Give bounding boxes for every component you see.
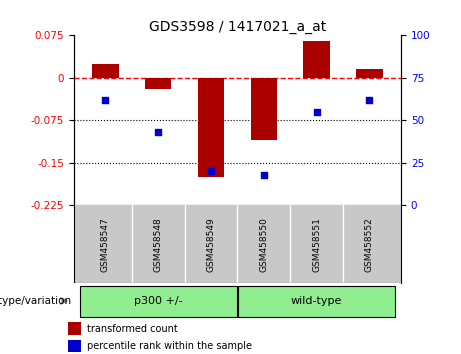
Bar bbox=[80, 286, 237, 317]
Text: genotype/variation: genotype/variation bbox=[0, 296, 71, 306]
Text: GSM458547: GSM458547 bbox=[101, 217, 110, 272]
Bar bbox=[303, 41, 330, 78]
Point bbox=[154, 130, 162, 135]
Bar bbox=[92, 64, 118, 78]
Text: GSM458549: GSM458549 bbox=[207, 217, 216, 272]
Bar bbox=[68, 322, 81, 335]
Text: GSM458551: GSM458551 bbox=[312, 217, 321, 272]
Title: GDS3598 / 1417021_a_at: GDS3598 / 1417021_a_at bbox=[149, 21, 326, 34]
Bar bbox=[356, 69, 383, 78]
Point bbox=[102, 97, 109, 103]
Text: GSM458552: GSM458552 bbox=[365, 217, 374, 272]
Text: GSM458550: GSM458550 bbox=[259, 217, 268, 272]
Point bbox=[313, 109, 320, 115]
Text: p300 +/-: p300 +/- bbox=[134, 296, 183, 306]
Bar bbox=[238, 286, 395, 317]
Text: percentile rank within the sample: percentile rank within the sample bbox=[88, 341, 253, 351]
Text: wild-type: wild-type bbox=[291, 296, 342, 306]
Point bbox=[366, 97, 373, 103]
Bar bbox=[68, 340, 81, 352]
Bar bbox=[251, 78, 277, 140]
Bar bbox=[198, 78, 224, 177]
Text: transformed count: transformed count bbox=[88, 324, 178, 333]
Text: GSM458548: GSM458548 bbox=[154, 217, 163, 272]
Bar bbox=[145, 78, 171, 89]
Point bbox=[207, 169, 215, 174]
Point bbox=[260, 172, 267, 178]
